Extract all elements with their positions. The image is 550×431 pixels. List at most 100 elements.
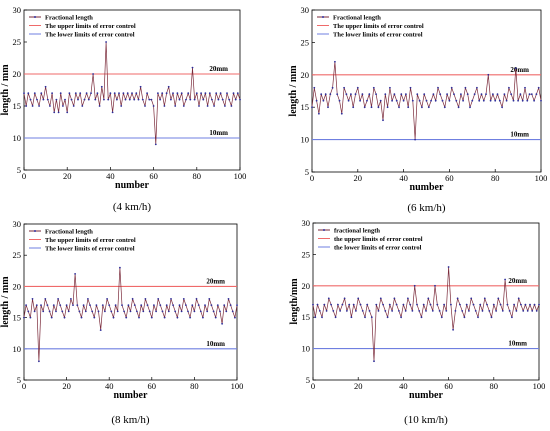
data-point — [438, 310, 441, 312]
data-point — [414, 138, 416, 141]
data-point — [206, 105, 209, 107]
data-point — [346, 310, 348, 312]
data-point — [416, 93, 419, 96]
data-point — [459, 303, 461, 306]
data-point — [315, 99, 318, 102]
y-axis-label: length/mm — [289, 278, 300, 325]
data-point — [146, 92, 149, 95]
data-point — [312, 303, 314, 306]
data-point — [159, 98, 162, 101]
x-tick-label: 80 — [190, 381, 199, 391]
data-point — [416, 303, 418, 306]
data-point — [87, 298, 89, 300]
data-point — [116, 310, 119, 313]
data-point — [446, 93, 448, 96]
data-point — [163, 316, 166, 319]
data-point — [165, 304, 168, 306]
data-point — [377, 310, 380, 312]
data-point — [364, 316, 366, 319]
data-point — [136, 310, 138, 313]
data-point — [490, 316, 493, 319]
x-axis-label: number — [409, 390, 443, 401]
data-point — [418, 310, 421, 312]
data-point — [180, 92, 183, 95]
y-tick-label: 25 — [301, 37, 310, 47]
data-point — [99, 329, 102, 331]
y-axis-label: length / mm — [0, 64, 11, 116]
data-point — [161, 310, 164, 313]
data-point — [74, 92, 77, 95]
data-point — [461, 310, 464, 312]
data-point — [42, 98, 45, 101]
data-point — [208, 298, 211, 300]
data-point — [133, 98, 136, 101]
x-tick-label: 60 — [444, 381, 453, 391]
data-point — [29, 98, 32, 101]
data-point — [31, 105, 34, 107]
data-point — [225, 310, 228, 313]
legend-entry: The upper limits of error control — [45, 23, 136, 30]
data-point — [126, 92, 129, 95]
data-point — [44, 85, 47, 88]
data-point — [110, 310, 113, 313]
data-point — [204, 92, 207, 95]
data-point — [131, 92, 133, 95]
x-axis-label: number — [410, 182, 444, 193]
data-point — [345, 93, 348, 96]
chart-panel-3: 5 10 15 20 25 30 0 20 40 60 80 100 number length / mm… — [0, 219, 243, 426]
data-point — [152, 105, 155, 107]
data-point — [202, 98, 205, 101]
data-point — [23, 316, 25, 319]
data-point — [336, 93, 339, 96]
data-point — [386, 316, 389, 319]
legend-entry: Fractional length — [45, 228, 93, 235]
data-point — [504, 278, 506, 281]
data-point — [464, 86, 467, 89]
data-point — [395, 99, 398, 102]
data-point — [170, 298, 172, 300]
data-point — [402, 303, 405, 306]
data-point — [106, 298, 108, 300]
data-point — [61, 310, 64, 313]
data-point — [411, 310, 414, 312]
y-tick-label: 30 — [302, 218, 311, 228]
data-point — [448, 99, 451, 102]
y-tick-label: 5 — [17, 375, 21, 385]
data-point — [178, 98, 181, 101]
data-point — [477, 316, 479, 319]
data-point — [27, 92, 30, 95]
data-point — [348, 303, 351, 306]
data-point — [382, 119, 384, 122]
data-point — [388, 303, 391, 306]
data-point — [533, 99, 535, 102]
plot-frame — [312, 222, 540, 381]
data-point — [375, 93, 377, 96]
data-point — [529, 303, 531, 306]
y-tick-label: 30 — [301, 5, 310, 15]
x-tick-label: 0 — [22, 171, 26, 181]
legend-marker — [322, 16, 324, 18]
data-point — [452, 328, 454, 331]
data-point — [118, 92, 120, 95]
data-point — [83, 98, 86, 101]
data-point — [161, 92, 164, 95]
data-point — [221, 98, 224, 101]
data-point — [23, 92, 25, 95]
data-point — [38, 105, 40, 107]
data-point — [165, 92, 168, 95]
data-point — [489, 99, 492, 102]
data-point — [105, 41, 107, 43]
data-point — [405, 93, 407, 96]
data-point — [180, 310, 183, 313]
x-tick-label: 80 — [490, 381, 499, 391]
data-point — [116, 98, 118, 101]
data-point — [141, 98, 144, 101]
data-point — [120, 105, 123, 107]
data-point — [347, 99, 350, 102]
y-tick-label: 20 — [301, 70, 310, 80]
data-point — [495, 310, 497, 312]
data-point — [413, 284, 416, 287]
data-point — [379, 99, 382, 102]
data-point — [318, 112, 320, 115]
